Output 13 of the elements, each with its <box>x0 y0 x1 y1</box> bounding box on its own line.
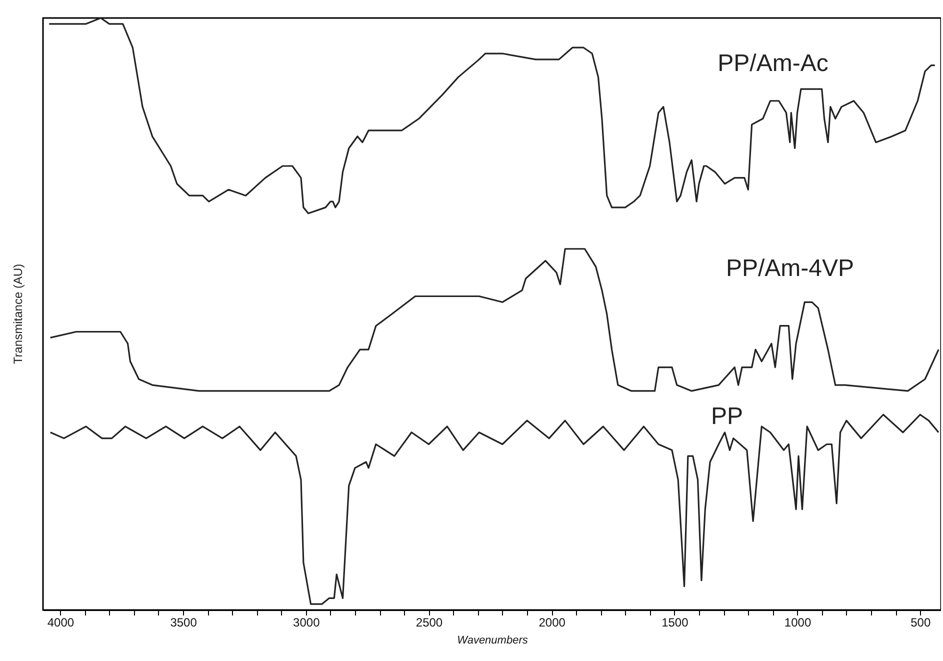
x-tick-label: 1000 <box>784 616 812 630</box>
x-tick-label: 4000 <box>47 616 74 630</box>
x-tick-label: 500 <box>910 616 931 630</box>
series-label: PP <box>710 403 744 430</box>
series-label: PP/Am-4VP <box>726 255 854 282</box>
x-tick-label: 2000 <box>538 616 566 630</box>
x-tick-label: 3500 <box>170 616 198 630</box>
x-axis-title: Wavenumbers <box>457 634 528 646</box>
x-tick-label: 1500 <box>662 616 689 630</box>
x-tick-label: 2500 <box>416 616 443 630</box>
x-tick-label: 3000 <box>293 616 320 630</box>
y-axis-title: Transmitance (AU) <box>11 264 25 364</box>
series-label: PP/Am-Ac <box>718 50 828 77</box>
